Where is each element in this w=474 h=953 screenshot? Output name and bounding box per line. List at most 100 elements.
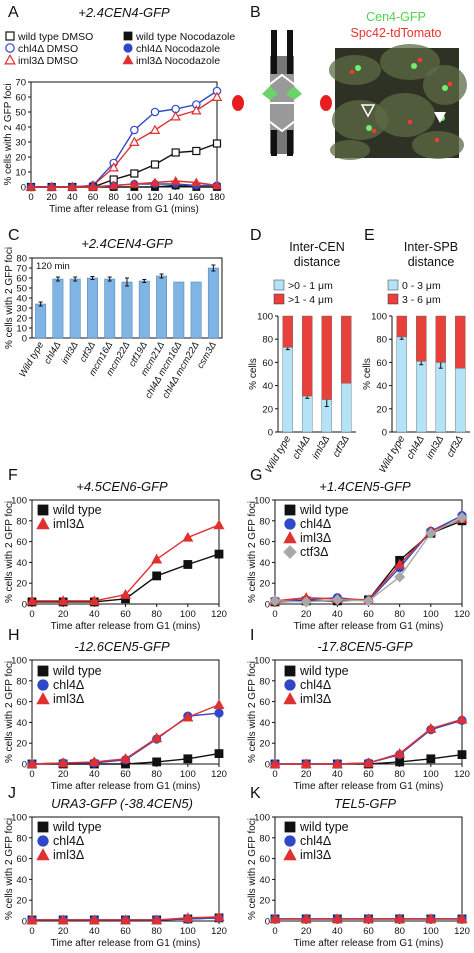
y-tick-label: 20: [16, 739, 27, 750]
y-tick-label: 40: [259, 718, 270, 729]
bar: [52, 278, 64, 339]
micrograph: [329, 44, 467, 160]
series-1: [26, 86, 222, 192]
chart-title: Inter-CEN distance: [289, 240, 345, 269]
y-tick-label: 70: [16, 264, 27, 275]
x-tick-label: 40: [89, 926, 100, 937]
x-axis-label: Time after release from G1 (mins): [294, 781, 444, 792]
legend-item: chl4Δ DMSO: [5, 43, 78, 55]
filled-triangle-marker: [46, 181, 57, 191]
filled-triangle-marker: [36, 848, 50, 861]
filled-triangle-marker: [88, 756, 100, 767]
legend-item: iml3Δ DMSO: [4, 53, 78, 67]
spb-focus: [407, 119, 413, 125]
x-tick-label: 0: [29, 926, 34, 937]
x-tick-label: 0: [28, 192, 33, 203]
bar: [138, 280, 150, 339]
y-tick-label: 80: [16, 516, 27, 527]
y-tick-label: 40: [16, 558, 27, 569]
legend-swatch: [387, 293, 399, 305]
filled-triangle-marker: [26, 181, 36, 191]
y-tick-label: 0: [265, 600, 270, 611]
y-tick-label: 80: [376, 335, 387, 346]
y-tick-label: 60: [259, 697, 270, 708]
filled-square-marker: [152, 757, 162, 767]
spb-focus: [434, 137, 440, 143]
filled-square-marker: [183, 560, 193, 569]
legend-item: wild type: [37, 820, 102, 834]
filled-triangle-marker: [363, 757, 374, 768]
filled-circle-marker: [37, 679, 49, 691]
legend-item: chl4Δ Nocodazole: [123, 43, 220, 55]
x-tick-label: 100: [423, 926, 439, 937]
y-tick-label: 40: [15, 123, 26, 134]
legend-item: wild type: [37, 664, 102, 678]
filled-triangle-marker: [120, 589, 131, 599]
filled-triangle-marker: [57, 595, 69, 606]
legend-label: chl4Δ Nocodazole: [136, 43, 220, 55]
y-tick-label: 60: [259, 537, 270, 548]
filled-diamond-marker: [362, 595, 375, 607]
filled-triangle-marker: [425, 913, 437, 924]
y-axis-label: % cells with 2 GFP foci: [4, 501, 15, 603]
y-axis-label: % cells with 2 GFP foci: [247, 501, 258, 603]
filled-triangle-marker: [331, 758, 343, 769]
bar: [190, 281, 202, 339]
gfp-focus: [366, 125, 372, 131]
legend-label: chl4Δ: [300, 517, 331, 531]
x-tick-label: 80: [394, 769, 405, 780]
y-tick-label: 100: [254, 496, 270, 507]
x-tick-label: 120: [211, 609, 227, 620]
filled-triangle-marker: [129, 178, 140, 188]
legend-item: chl4Δ: [284, 834, 331, 848]
x-tick-label: 20: [46, 192, 57, 203]
stacked-chart-e: Inter-SPB distance 0 - 3 μm 3 - 6 μm 0 20 40 60…: [362, 240, 470, 475]
stack-segment: [321, 315, 333, 400]
x-tick-label: 60: [363, 926, 374, 937]
y-tick-label: 50: [15, 108, 26, 119]
x-tick-label: 120: [454, 926, 470, 937]
spb-focus: [349, 69, 355, 75]
title-line: Inter-SPB: [404, 240, 458, 254]
x-tick-label: 20: [301, 926, 312, 937]
filled-circle-marker: [214, 708, 224, 718]
x-tick-label: 40: [89, 769, 100, 780]
line-chart-h: 0 20 40 60 80 100 0 20 40 60 80 100 120 Time after re…: [4, 639, 227, 792]
x-tick-label: 80: [394, 926, 405, 937]
legend-swatch: [273, 279, 285, 291]
y-tick-label: 0: [382, 428, 387, 439]
line-chart-a: 0 10 20 30 40 50 60 70 0 20 40 60 80 100 120 140 160 180 T…: [3, 5, 235, 215]
filled-triangle-marker: [151, 914, 163, 925]
y-tick-label: 20: [15, 153, 26, 164]
panel-label-j: J: [8, 785, 16, 802]
chart-title: +4.5CEN6-GFP: [76, 479, 168, 494]
filled-triangle-marker: [283, 531, 297, 544]
x-tick-label: 60: [120, 769, 131, 780]
legend-item: chl4Δ: [37, 678, 84, 692]
x-tick-label: 80: [151, 769, 162, 780]
filled-square-marker: [37, 504, 49, 516]
spb-focus: [371, 128, 377, 134]
legend-item: chl4Δ: [284, 678, 331, 692]
filled-triangle-marker: [151, 553, 163, 564]
category-label: iml3Δ: [310, 434, 332, 461]
legend-item: iml3Δ: [283, 692, 331, 706]
filled-diamond-marker: [394, 571, 406, 583]
bar: [121, 281, 133, 339]
filled-triangle-marker: [26, 914, 38, 925]
category-label: Wild type: [377, 434, 407, 475]
stack-segment: [301, 395, 313, 433]
x-tick-label: 40: [332, 926, 343, 937]
legend-item: wild type Nocodazole: [123, 31, 235, 43]
y-tick-label: 10: [15, 168, 26, 179]
filled-triangle-marker: [88, 914, 100, 925]
series-1: [26, 519, 225, 606]
cell: [375, 93, 435, 137]
x-tick-label: 180: [209, 192, 225, 203]
legend-label: iml3Δ: [300, 692, 331, 706]
legend-label: 0 - 3 μm: [402, 280, 441, 292]
y-tick-label: 80: [16, 254, 27, 265]
x-tick-label: 20: [58, 769, 69, 780]
x-tick-label: 40: [89, 609, 100, 620]
